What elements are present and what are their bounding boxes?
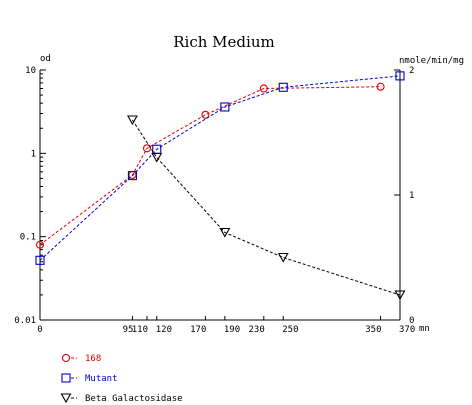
y-axis-label: od bbox=[40, 54, 51, 64]
x-tick-label: 95 bbox=[123, 325, 134, 335]
x-tick-label: 110 bbox=[132, 325, 148, 335]
x-tick-label: 350 bbox=[365, 325, 381, 335]
data-point-beta-galactosidase bbox=[219, 227, 231, 238]
y2-tick-label: 0 bbox=[409, 316, 414, 326]
data-point-mutant bbox=[278, 82, 288, 92]
data-point-168 bbox=[376, 82, 385, 91]
y-tick-label: 0.1 bbox=[20, 233, 36, 243]
data-point-beta-galactosidase bbox=[277, 252, 289, 263]
y-tick-label: 0.01 bbox=[14, 316, 36, 326]
x-tick-label: 0 bbox=[37, 325, 42, 335]
legend-marker-beta-galactosidase bbox=[60, 393, 72, 404]
chart-title: Rich Medium bbox=[173, 33, 274, 51]
legend-marker-mutant bbox=[61, 373, 71, 383]
data-point-mutant bbox=[220, 102, 230, 112]
legend-label-mutant: Mutant bbox=[85, 374, 118, 384]
y-tick-label: 10 bbox=[25, 66, 36, 76]
data-point-beta-galactosidase bbox=[151, 152, 163, 163]
x-axis-label: mn bbox=[419, 324, 430, 334]
data-point-168 bbox=[201, 110, 210, 119]
x-tick-label: 230 bbox=[249, 325, 265, 335]
y-tick-label: 1 bbox=[31, 149, 36, 159]
x-tick-label: 370 bbox=[399, 325, 415, 335]
legend-label-beta-galactosidase: Beta Galactosidase bbox=[85, 394, 183, 404]
legend-label-168: 168 bbox=[85, 354, 101, 364]
series-line-168 bbox=[39, 86, 381, 246]
data-point-beta-galactosidase bbox=[394, 290, 406, 301]
series-line-mutant bbox=[39, 75, 401, 261]
y2-tick-label: 1 bbox=[409, 191, 414, 201]
data-point-168 bbox=[35, 240, 45, 249]
x-tick-label: 190 bbox=[224, 325, 240, 335]
legend: 168 Mutant Beta Galactosidase bbox=[60, 353, 183, 404]
data-point-168 bbox=[259, 84, 268, 93]
legend-marker-168 bbox=[61, 353, 71, 363]
data-point-mutant bbox=[395, 71, 405, 81]
y2-axis-label: nmole/min/mg bbox=[399, 56, 464, 66]
series-line-beta-galactosidase bbox=[132, 119, 401, 296]
x-tick-label: 170 bbox=[190, 325, 206, 335]
data-point-168 bbox=[142, 144, 152, 153]
data-point-beta-galactosidase bbox=[126, 115, 138, 126]
x-tick-label: 250 bbox=[282, 325, 298, 335]
y2-tick-label: 2 bbox=[409, 66, 414, 76]
data-point-mutant bbox=[35, 255, 45, 265]
data-point-mutant bbox=[127, 171, 137, 181]
x-tick-label: 120 bbox=[156, 325, 172, 335]
